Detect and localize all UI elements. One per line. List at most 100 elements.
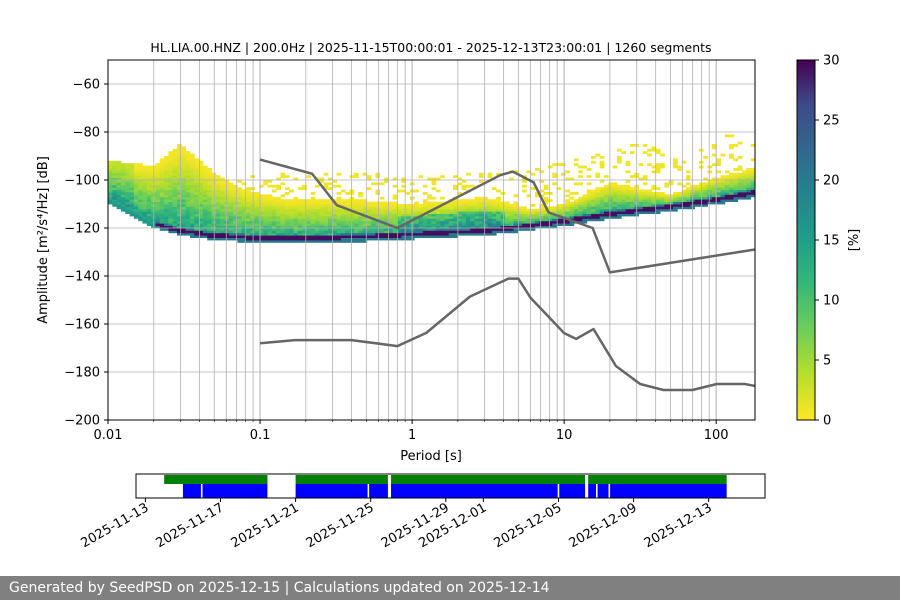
heatmap-cell — [625, 201, 631, 205]
heatmap-cell — [306, 199, 312, 202]
heatmap-cell — [604, 184, 609, 188]
heatmap-cell — [280, 240, 286, 243]
heatmap-cell — [224, 199, 230, 202]
heatmap-cell — [345, 223, 350, 226]
heatmap-cell — [284, 240, 290, 243]
heatmap-cell — [198, 213, 204, 217]
heatmap-cell — [599, 192, 605, 195]
heatmap-cell — [526, 225, 532, 229]
heatmap-cell — [315, 230, 320, 234]
heatmap-cell — [116, 160, 122, 164]
heatmap-cell — [604, 196, 609, 200]
heatmap-cell — [513, 230, 519, 234]
heatmap-cell — [608, 201, 614, 205]
heatmap-cell — [276, 213, 281, 217]
heatmap-cell — [319, 232, 325, 236]
heatmap-cell — [560, 172, 566, 176]
heatmap-cell — [215, 237, 221, 241]
heatmap-cell — [224, 216, 230, 219]
heatmap-cell — [112, 204, 118, 207]
heatmap-cell — [263, 199, 268, 202]
heatmap-cell — [112, 172, 118, 176]
heatmap-cell — [396, 208, 402, 212]
heatmap-cell — [284, 187, 290, 190]
heatmap-cell — [323, 187, 329, 190]
heatmap-cell — [340, 225, 346, 229]
heatmap-cell — [517, 208, 523, 212]
heatmap-cell — [608, 194, 614, 198]
timeline-segment-data — [164, 475, 268, 484]
heatmap-cell — [660, 165, 665, 169]
heatmap-cell — [185, 168, 191, 171]
heatmap-cell — [202, 208, 208, 212]
heatmap-cell — [263, 235, 268, 238]
heatmap-cell — [582, 206, 588, 210]
heatmap-cell — [470, 201, 476, 205]
heatmap-cell — [621, 194, 626, 198]
heatmap-cell — [569, 177, 575, 181]
heatmap-cell — [647, 148, 652, 152]
heatmap-cell — [306, 220, 312, 224]
heatmap-cell — [146, 196, 152, 200]
heatmap-cell — [220, 208, 225, 212]
heatmap-cell — [703, 182, 708, 186]
heatmap-cell — [625, 163, 631, 166]
heatmap-cell — [595, 199, 601, 202]
heatmap-cell — [586, 175, 592, 178]
heatmap-cell — [211, 201, 217, 205]
heatmap-cell — [198, 170, 204, 174]
heatmap-cell — [535, 225, 540, 229]
heatmap-cell — [474, 208, 480, 212]
heatmap-cell — [202, 175, 208, 178]
heatmap-cell — [146, 211, 152, 214]
heatmap-cell — [289, 206, 294, 210]
heatmap-cell — [522, 189, 527, 193]
heatmap-cell — [189, 165, 195, 169]
heatmap-cell — [466, 218, 471, 222]
heatmap-cell — [582, 208, 588, 212]
heatmap-cell — [384, 177, 389, 181]
heatmap-cell — [332, 206, 337, 210]
heatmap-cell — [276, 237, 281, 241]
heatmap-cell — [129, 201, 135, 205]
heatmap-cell — [194, 199, 199, 202]
heatmap-cell — [483, 230, 488, 234]
heatmap-cell — [353, 232, 359, 236]
heatmap-cell — [215, 228, 221, 231]
heatmap-cell — [388, 235, 394, 238]
heatmap-cell — [379, 228, 385, 231]
heatmap-cell — [215, 189, 221, 193]
heatmap-cell — [729, 144, 734, 147]
heatmap-cell — [177, 156, 182, 159]
heatmap-cell — [159, 163, 165, 166]
heatmap-cell — [246, 225, 251, 229]
heatmap-cell — [487, 220, 493, 224]
timeline-segment-data — [295, 475, 388, 484]
heatmap-cell — [569, 223, 575, 226]
heatmap-cell — [323, 240, 329, 243]
heatmap-cell — [556, 218, 562, 222]
heatmap-cell — [129, 194, 135, 198]
heatmap-cell — [293, 177, 299, 181]
heatmap-cell — [685, 189, 691, 193]
heatmap-cell — [362, 230, 368, 234]
heatmap-cell — [177, 168, 182, 171]
heatmap-cell — [466, 213, 471, 217]
heatmap-cell — [440, 225, 445, 229]
heatmap-cell — [487, 230, 493, 234]
heatmap-cell — [466, 172, 471, 176]
heatmap-cell — [500, 206, 506, 210]
heatmap-cell — [332, 232, 337, 236]
heatmap-cell — [547, 225, 553, 229]
heatmap-cell — [172, 228, 178, 231]
heatmap-cell — [215, 199, 221, 202]
heatmap-cell — [327, 204, 333, 207]
heatmap-cell — [453, 225, 458, 229]
heatmap-cell — [621, 204, 626, 207]
heatmap-cell — [500, 201, 506, 205]
heatmap-cell — [319, 237, 325, 241]
heatmap-cell — [189, 153, 195, 157]
heatmap-cell — [673, 160, 678, 164]
heatmap-cell — [578, 182, 583, 186]
heatmap-cell — [737, 141, 743, 145]
